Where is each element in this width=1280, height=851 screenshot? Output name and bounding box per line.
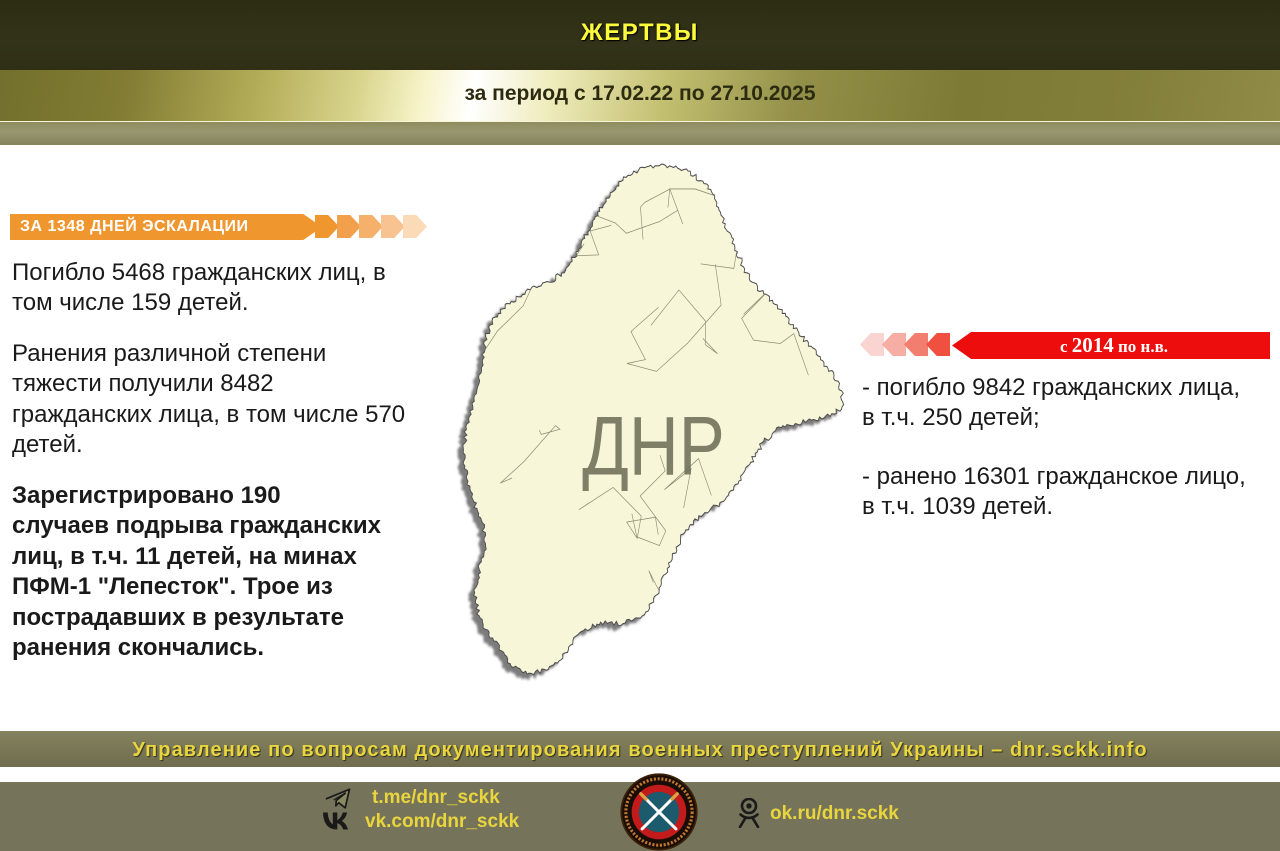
svg-text:ДНР: ДНР (582, 399, 725, 493)
